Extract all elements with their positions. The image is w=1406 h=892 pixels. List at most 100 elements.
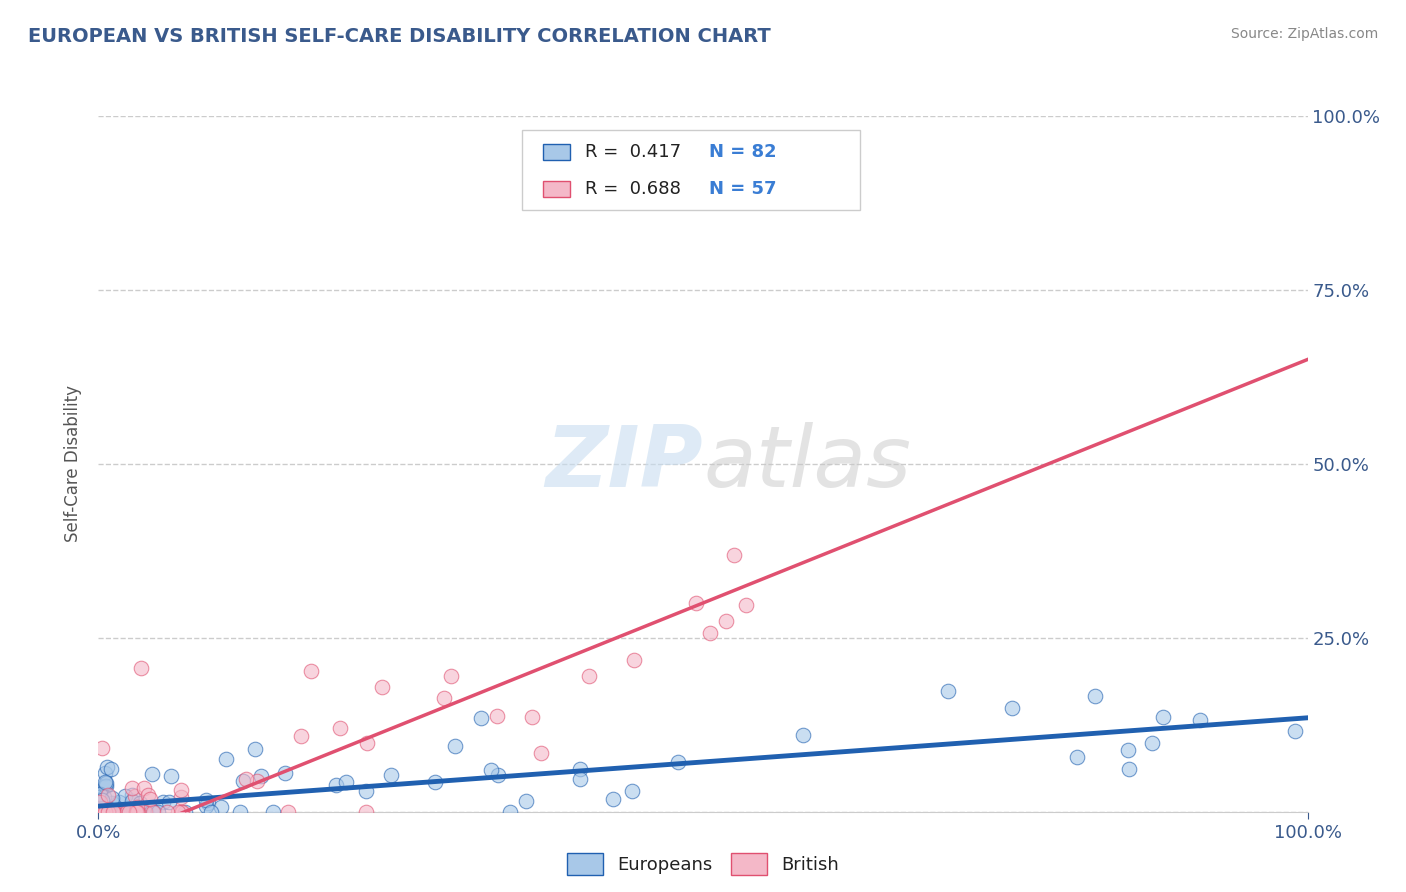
Point	[1118, 762, 1140, 776]
Point	[90, 805, 112, 819]
Point	[515, 794, 537, 808]
Point	[120, 805, 142, 819]
Point	[100, 791, 122, 805]
Point	[486, 768, 509, 782]
Point	[121, 780, 143, 795]
Point	[89, 805, 111, 819]
FancyBboxPatch shape	[543, 145, 569, 160]
Point	[112, 805, 135, 819]
Point	[100, 762, 122, 776]
Point	[93, 779, 115, 793]
Point	[89, 787, 111, 801]
Point	[129, 796, 152, 810]
Point	[157, 795, 180, 809]
Point	[354, 784, 377, 798]
Point	[127, 805, 149, 819]
Point	[249, 769, 271, 783]
Point	[100, 805, 122, 819]
Point	[1284, 723, 1306, 738]
Point	[235, 772, 257, 787]
Point	[127, 805, 149, 819]
Point	[94, 805, 117, 819]
Point	[329, 721, 352, 735]
Point	[94, 805, 117, 819]
Point	[666, 755, 689, 769]
Point	[96, 776, 118, 790]
Point	[121, 802, 143, 816]
Point	[520, 710, 543, 724]
Point	[117, 805, 139, 819]
Point	[93, 765, 115, 780]
Point	[104, 805, 127, 819]
Point	[623, 653, 645, 667]
Point	[371, 680, 394, 694]
Point	[89, 805, 111, 819]
Point	[114, 805, 136, 819]
Point	[228, 805, 250, 819]
Point	[1116, 743, 1139, 757]
Point	[699, 626, 721, 640]
Point	[214, 752, 236, 766]
Point	[209, 799, 232, 814]
Point	[124, 789, 146, 803]
Point	[132, 805, 155, 819]
Point	[170, 782, 193, 797]
Point	[433, 691, 456, 706]
Point	[529, 746, 551, 760]
Point	[440, 669, 463, 683]
Point	[325, 778, 347, 792]
Point	[335, 774, 357, 789]
Point	[121, 805, 143, 819]
Point	[97, 805, 120, 819]
Point	[91, 805, 114, 819]
Point	[1000, 700, 1022, 714]
Point	[121, 788, 143, 802]
Point	[166, 805, 188, 819]
Point	[354, 805, 377, 819]
Point	[423, 775, 446, 789]
Point	[156, 805, 179, 819]
Point	[200, 805, 222, 819]
Point	[91, 792, 114, 806]
Point	[170, 805, 193, 819]
Point	[290, 729, 312, 743]
Point	[356, 736, 378, 750]
Point	[197, 796, 219, 810]
FancyBboxPatch shape	[522, 130, 860, 210]
Point	[108, 796, 131, 810]
Point	[103, 805, 125, 819]
Point	[100, 796, 122, 810]
Point	[143, 805, 166, 819]
Point	[148, 805, 170, 819]
Text: ZIP: ZIP	[546, 422, 703, 506]
Point	[91, 805, 114, 819]
Point	[103, 805, 125, 819]
Point	[246, 773, 269, 788]
Text: EUROPEAN VS BRITISH SELF-CARE DISABILITY CORRELATION CHART: EUROPEAN VS BRITISH SELF-CARE DISABILITY…	[28, 27, 770, 45]
Point	[578, 669, 600, 683]
Point	[274, 766, 297, 780]
Point	[1084, 689, 1107, 703]
FancyBboxPatch shape	[543, 181, 569, 196]
Point	[714, 615, 737, 629]
Point	[174, 805, 197, 819]
Point	[479, 763, 502, 777]
Point	[1188, 713, 1211, 727]
Point	[486, 709, 509, 723]
Point	[277, 805, 299, 819]
Point	[380, 768, 402, 782]
Text: atlas: atlas	[703, 422, 911, 506]
Point	[568, 772, 591, 786]
Point	[90, 801, 112, 815]
Point	[89, 795, 111, 809]
Point	[89, 790, 111, 805]
Point	[139, 792, 162, 806]
Point	[136, 788, 159, 802]
Point	[262, 805, 284, 819]
Point	[94, 779, 117, 793]
Point	[134, 805, 156, 819]
Point	[470, 711, 492, 725]
Point	[569, 762, 592, 776]
Point	[142, 805, 165, 819]
Point	[160, 769, 183, 783]
